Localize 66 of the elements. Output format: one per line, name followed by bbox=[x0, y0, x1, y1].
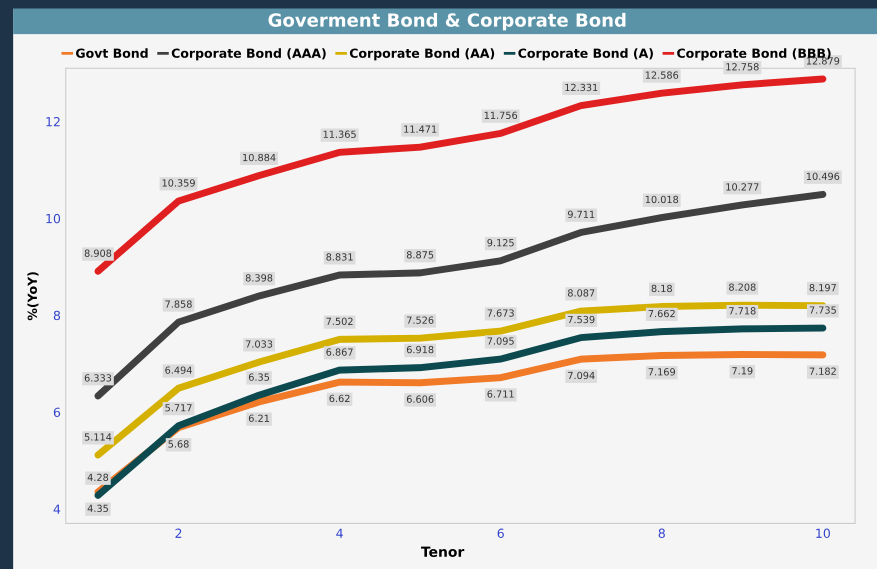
x-tick-label: 2 bbox=[175, 528, 182, 538]
data-label: 6.35 bbox=[248, 373, 270, 381]
data-label: 7.502 bbox=[326, 318, 353, 325]
data-label: 10.018 bbox=[646, 196, 678, 204]
data-label: 7.182 bbox=[810, 368, 836, 375]
data-label: 7.095 bbox=[488, 337, 514, 345]
data-label: 10.884 bbox=[243, 154, 276, 162]
y-tick-label: 10 bbox=[46, 214, 60, 224]
data-label: 7.19 bbox=[732, 367, 752, 374]
legend-label: Govt Bond bbox=[76, 48, 148, 58]
data-label: 9.711 bbox=[568, 210, 594, 218]
chart-title: Goverment Bond & Corporate Bond bbox=[268, 12, 626, 30]
data-label: 12.331 bbox=[565, 84, 598, 92]
data-label: 7.094 bbox=[568, 372, 595, 380]
data-label: 4.35 bbox=[88, 504, 108, 512]
data-label: 10.496 bbox=[806, 172, 840, 180]
data-label: 7.718 bbox=[729, 307, 756, 315]
x-tick-label: 8 bbox=[658, 528, 665, 538]
data-label: 6.711 bbox=[487, 390, 514, 398]
data-label: 7.735 bbox=[810, 306, 836, 314]
data-label: 11.756 bbox=[484, 112, 518, 119]
data-label: 11.471 bbox=[404, 126, 436, 133]
data-label: 8.197 bbox=[810, 284, 836, 292]
data-label: 8.875 bbox=[406, 251, 434, 258]
data-label: 7.662 bbox=[648, 310, 675, 318]
data-label: 8.398 bbox=[246, 274, 272, 282]
data-label: 5.717 bbox=[165, 404, 192, 412]
y-tick-label: 12 bbox=[46, 117, 60, 126]
legend-label: Corporate Bond (AAA) bbox=[172, 48, 326, 60]
legend-label: Corporate Bond (AA) bbox=[350, 48, 494, 60]
data-label: 10.277 bbox=[726, 183, 758, 191]
data-label: 4.28 bbox=[88, 474, 108, 482]
data-label: 12.586 bbox=[646, 71, 678, 79]
data-label: 5.114 bbox=[84, 433, 112, 441]
legend-label: Corporate Bond (A) bbox=[518, 48, 653, 60]
data-label: 7.526 bbox=[407, 316, 434, 324]
data-label: 11.365 bbox=[324, 130, 356, 138]
y-tick-label: 8 bbox=[54, 310, 60, 320]
data-label: 8.908 bbox=[84, 250, 112, 257]
data-label: 6.333 bbox=[84, 374, 112, 382]
data-label: 8.18 bbox=[652, 284, 672, 292]
data-label: 8.831 bbox=[326, 253, 353, 261]
data-label: 12.758 bbox=[726, 63, 759, 70]
data-label: 5.68 bbox=[168, 440, 189, 448]
x-tick-label: 10 bbox=[816, 528, 830, 538]
data-label: 6.494 bbox=[165, 366, 192, 374]
data-label: 8.208 bbox=[729, 283, 756, 291]
data-label: 7.033 bbox=[246, 340, 272, 348]
y-axis-title: %(YoY) bbox=[27, 272, 38, 320]
data-label: 6.21 bbox=[248, 414, 269, 422]
x-tick-label: 6 bbox=[498, 528, 504, 538]
data-label: 6.62 bbox=[329, 394, 350, 402]
data-label: 7.673 bbox=[488, 309, 514, 317]
data-label: 7.858 bbox=[165, 300, 192, 308]
x-axis-title: Tenor bbox=[421, 546, 464, 557]
y-tick-label: 6 bbox=[54, 408, 60, 418]
data-label: 7.169 bbox=[648, 368, 676, 376]
data-label: 9.125 bbox=[487, 239, 514, 246]
data-label: 7.539 bbox=[568, 316, 594, 324]
data-label: 6.606 bbox=[406, 395, 434, 403]
data-label: 10.359 bbox=[162, 179, 195, 187]
data-label: 8.087 bbox=[568, 289, 594, 297]
data-label: 6.918 bbox=[406, 346, 434, 354]
y-tick-label: 4 bbox=[54, 504, 60, 514]
data-label: 6.867 bbox=[326, 348, 353, 356]
x-tick-label: 4 bbox=[336, 528, 343, 538]
